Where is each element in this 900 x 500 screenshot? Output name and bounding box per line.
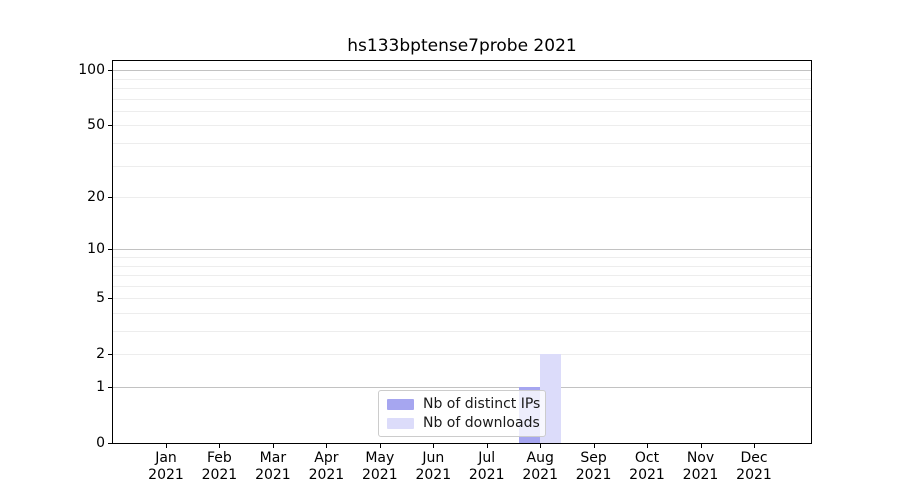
y-tick-label: 0 xyxy=(96,435,105,451)
gridline-minor xyxy=(113,265,811,267)
y-tick-mark xyxy=(108,197,112,198)
chart-title: hs133bptense7probe 2021 xyxy=(347,36,577,56)
legend-item-downloads: Nb of downloads xyxy=(387,415,540,431)
y-tick-label: 50 xyxy=(87,117,105,134)
x-tick-mark xyxy=(700,444,702,448)
legend: Nb of distinct IPs Nb of downloads xyxy=(378,390,546,437)
x-tick-label: Nov 2021 xyxy=(682,450,719,483)
x-tick-mark xyxy=(540,444,542,448)
gridline-minor xyxy=(113,110,811,112)
y-tick-mark xyxy=(108,298,112,300)
x-tick-mark xyxy=(754,444,755,448)
x-tick-mark xyxy=(272,444,274,448)
x-tick-mark xyxy=(486,444,488,448)
gridline-minor xyxy=(113,285,811,287)
x-tick-label: Mar 2021 xyxy=(255,450,291,483)
gridline-minor xyxy=(113,165,811,167)
gridline-minor xyxy=(113,98,811,100)
gridline-major xyxy=(113,70,811,72)
y-tick-mark xyxy=(108,387,112,388)
gridline-minor xyxy=(113,142,811,144)
x-tick-mark xyxy=(326,444,328,448)
y-tick-label: 1 xyxy=(96,379,105,395)
x-tick-mark xyxy=(219,444,221,448)
gridline-major xyxy=(113,249,811,251)
x-tick-label: Jul 2021 xyxy=(468,450,505,483)
y-tick-mark xyxy=(108,443,112,444)
y-tick-label: 100 xyxy=(78,62,105,79)
gridline-minor xyxy=(113,298,811,300)
y-tick-label: 2 xyxy=(96,346,105,363)
gridline-minor xyxy=(113,354,811,356)
y-tick-mark xyxy=(108,249,112,251)
gridline-major xyxy=(113,387,811,388)
x-tick-label: Oct 2021 xyxy=(629,450,665,483)
x-tick-label: Sep 2021 xyxy=(575,450,612,483)
x-tick-mark xyxy=(593,444,595,448)
x-tick-label: May 2021 xyxy=(361,450,398,483)
x-tick-label: Jan 2021 xyxy=(148,450,184,483)
x-tick-mark xyxy=(166,444,167,448)
y-tick-mark xyxy=(108,125,112,127)
gridline-minor xyxy=(113,312,811,314)
gridline-minor xyxy=(113,197,811,198)
legend-label-distinct-ips: Nb of distinct IPs xyxy=(423,396,541,412)
x-tick-mark xyxy=(379,444,381,448)
x-tick-label: Jun 2021 xyxy=(415,450,452,483)
x-tick-label: Feb 2021 xyxy=(201,450,238,483)
x-tick-mark xyxy=(433,444,435,448)
x-tick-label: Dec 2021 xyxy=(736,450,772,483)
legend-label-downloads: Nb of downloads xyxy=(423,415,540,431)
y-tick-label: 20 xyxy=(87,189,105,205)
plot-area xyxy=(112,60,812,444)
gridline-minor xyxy=(113,331,811,332)
x-tick-label: Apr 2021 xyxy=(308,450,345,483)
y-tick-label: 10 xyxy=(87,241,105,258)
legend-item-distinct-ips: Nb of distinct IPs xyxy=(387,396,540,412)
gridline-minor xyxy=(113,125,811,127)
legend-swatch-distinct-ips-icon xyxy=(387,398,414,410)
y-tick-label: 5 xyxy=(96,290,105,307)
gridline-minor xyxy=(113,256,811,258)
gridline-minor xyxy=(113,87,811,89)
y-tick-mark xyxy=(108,70,112,72)
legend-swatch-downloads-icon xyxy=(387,417,414,429)
x-tick-label: Aug 2021 xyxy=(522,450,558,483)
gridline-minor xyxy=(113,275,811,276)
gridline-minor xyxy=(113,78,811,80)
x-tick-mark xyxy=(647,444,648,448)
y-tick-mark xyxy=(108,354,112,356)
